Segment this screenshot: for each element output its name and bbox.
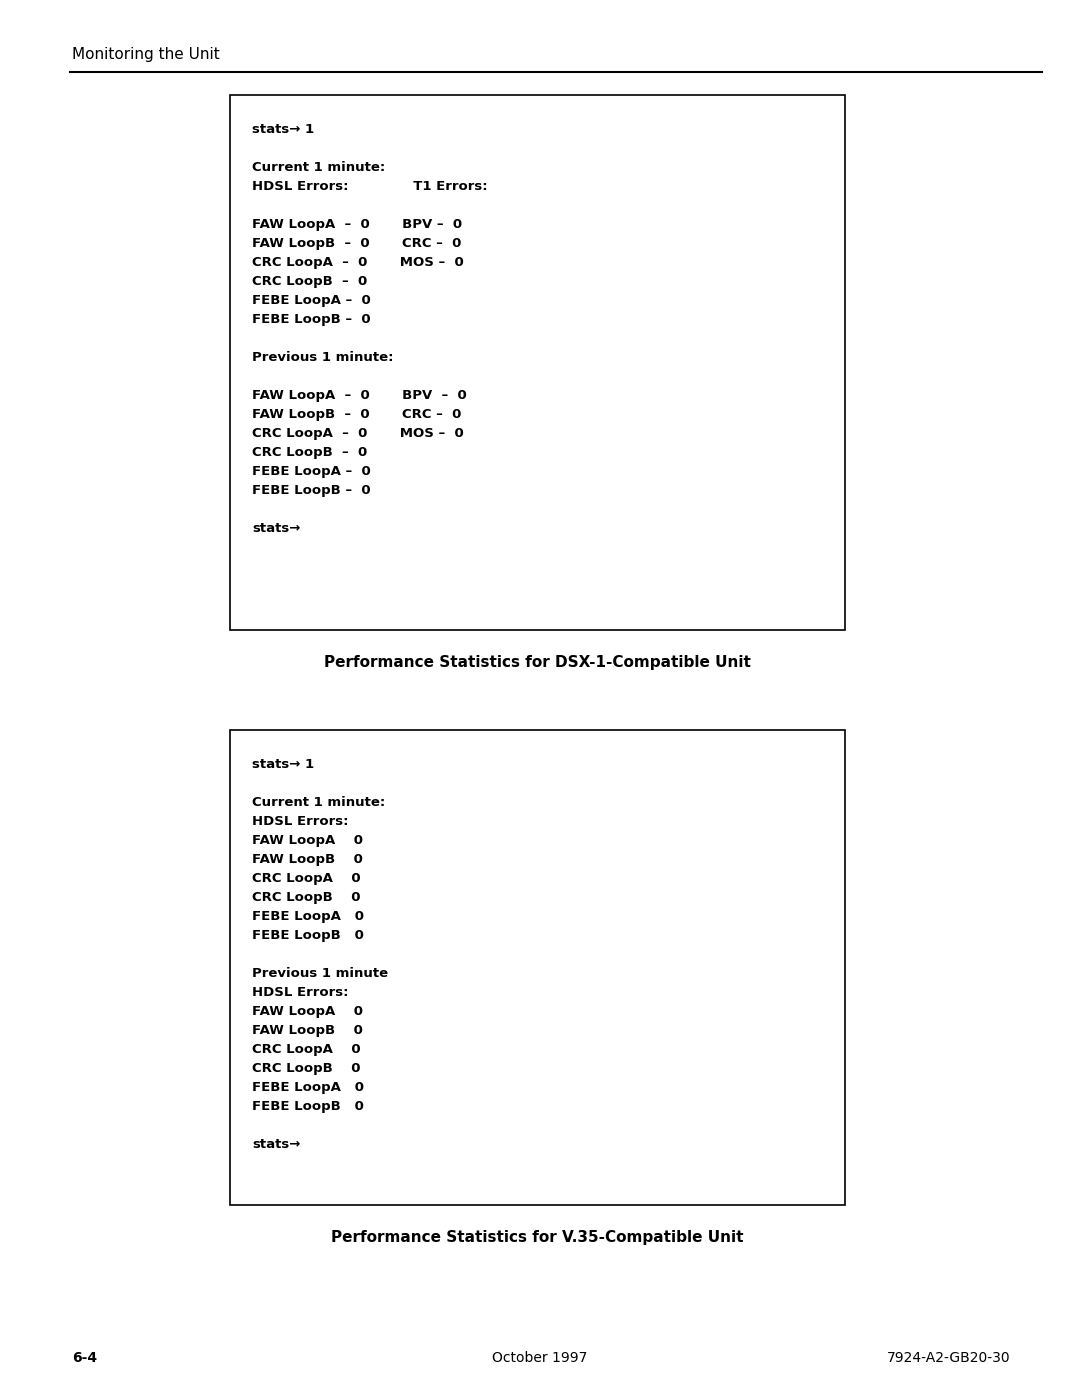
Text: CRC LoopB  –  0: CRC LoopB – 0 [252, 446, 367, 460]
Text: HDSL Errors:              T1 Errors:: HDSL Errors: T1 Errors: [252, 180, 488, 193]
Text: FAW LoopA  –  0       BPV  –  0: FAW LoopA – 0 BPV – 0 [252, 388, 467, 402]
Text: FEBE LoopA –  0: FEBE LoopA – 0 [252, 465, 370, 478]
Text: FEBE LoopA –  0: FEBE LoopA – 0 [252, 293, 370, 307]
Text: FEBE LoopA   0: FEBE LoopA 0 [252, 909, 364, 923]
Text: FAW LoopB    0: FAW LoopB 0 [252, 1024, 363, 1037]
Text: FAW LoopA    0: FAW LoopA 0 [252, 834, 363, 847]
Text: FAW LoopB  –  0       CRC –  0: FAW LoopB – 0 CRC – 0 [252, 237, 461, 250]
Text: October 1997: October 1997 [492, 1351, 588, 1365]
Text: stats→: stats→ [252, 522, 300, 535]
Text: CRC LoopB    0: CRC LoopB 0 [252, 891, 361, 904]
Text: 6-4: 6-4 [72, 1351, 97, 1365]
Text: CRC LoopA    0: CRC LoopA 0 [252, 1044, 361, 1056]
Text: FAW LoopB    0: FAW LoopB 0 [252, 854, 363, 866]
Text: FEBE LoopB   0: FEBE LoopB 0 [252, 929, 364, 942]
Text: Current 1 minute:: Current 1 minute: [252, 161, 386, 175]
Text: Previous 1 minute:: Previous 1 minute: [252, 351, 393, 365]
Text: CRC LoopA    0: CRC LoopA 0 [252, 872, 361, 886]
Text: Previous 1 minute: Previous 1 minute [252, 967, 388, 981]
Bar [230, 731, 845, 1206]
Text: CRC LoopA  –  0       MOS –  0: CRC LoopA – 0 MOS – 0 [252, 427, 463, 440]
Text: Performance Statistics for DSX-1-Compatible Unit: Performance Statistics for DSX-1-Compati… [324, 655, 751, 671]
Text: Current 1 minute:: Current 1 minute: [252, 796, 386, 809]
Text: FAW LoopA    0: FAW LoopA 0 [252, 1004, 363, 1018]
Text: Monitoring the Unit: Monitoring the Unit [72, 47, 219, 63]
Text: FAW LoopB  –  0       CRC –  0: FAW LoopB – 0 CRC – 0 [252, 408, 461, 420]
Text: HDSL Errors:: HDSL Errors: [252, 814, 349, 828]
Text: 7924-A2-GB20-30: 7924-A2-GB20-30 [887, 1351, 1010, 1365]
Bar [230, 95, 845, 630]
Text: FEBE LoopA   0: FEBE LoopA 0 [252, 1081, 364, 1094]
Text: Performance Statistics for V.35-Compatible Unit: Performance Statistics for V.35-Compatib… [332, 1229, 744, 1245]
Text: FEBE LoopB –  0: FEBE LoopB – 0 [252, 483, 370, 497]
Text: FAW LoopA  –  0       BPV –  0: FAW LoopA – 0 BPV – 0 [252, 218, 462, 231]
Text: FEBE LoopB –  0: FEBE LoopB – 0 [252, 313, 370, 326]
Text: CRC LoopB    0: CRC LoopB 0 [252, 1062, 361, 1076]
Text: stats→ 1: stats→ 1 [252, 123, 314, 136]
Text: stats→ 1: stats→ 1 [252, 759, 314, 771]
Text: CRC LoopB  –  0: CRC LoopB – 0 [252, 275, 367, 288]
Text: stats→: stats→ [252, 1139, 300, 1151]
Text: HDSL Errors:: HDSL Errors: [252, 986, 349, 999]
Text: CRC LoopA  –  0       MOS –  0: CRC LoopA – 0 MOS – 0 [252, 256, 463, 270]
Text: FEBE LoopB   0: FEBE LoopB 0 [252, 1099, 364, 1113]
